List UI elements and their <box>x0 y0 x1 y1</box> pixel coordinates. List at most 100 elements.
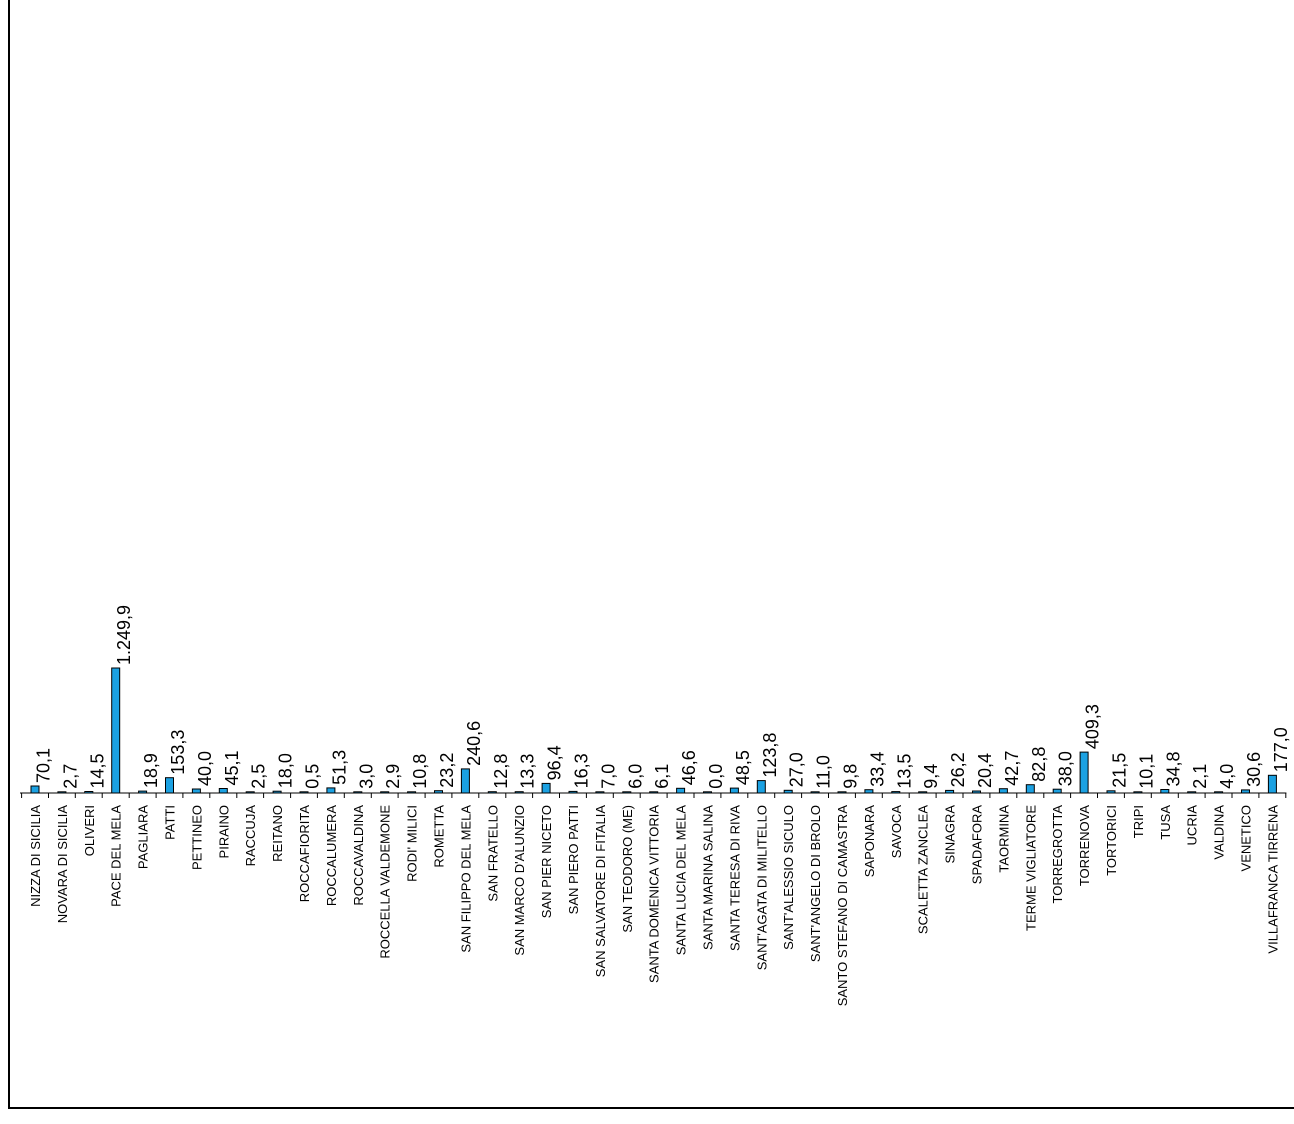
category-label: TRIPI <box>1131 805 1146 838</box>
value-label: 1.249,9 <box>114 605 134 665</box>
bars-group <box>20 667 1287 798</box>
category-label: SANT'ALESSIO SICULO <box>781 805 796 950</box>
category-label: SAN PIER NICETO <box>539 805 554 918</box>
bar <box>1052 788 1062 794</box>
bar <box>1267 774 1277 794</box>
value-label: 2,5 <box>249 764 269 789</box>
value-label: 48,5 <box>733 750 753 785</box>
value-label: 10,1 <box>1136 754 1156 789</box>
category-label: SAN SALVATORE DI FITALIA <box>593 805 608 978</box>
category-label: TAORMINA <box>996 805 1011 873</box>
category-label: PAGLIARA <box>136 805 151 869</box>
value-label: 240,6 <box>464 721 484 766</box>
value-label: 51,3 <box>329 750 349 785</box>
value-label: 23,2 <box>437 753 457 788</box>
category-label: SANTA TERESA DI RIVA <box>727 805 742 951</box>
category-label: SAN FILIPPO DEL MELA <box>458 805 473 953</box>
value-label: 14,5 <box>87 753 107 788</box>
category-label: VILLAFRANCA TIRRENA <box>1265 805 1280 954</box>
value-label: 2,1 <box>1190 764 1210 789</box>
value-labels-group: 70,1 2,7 14,5 1.249,9 18,9 153,3 40,0 45,1 2,5 18… <box>34 605 1291 789</box>
bar <box>1079 751 1089 794</box>
category-label: SPADAFORA <box>970 805 985 885</box>
category-label: SANT'ANGELO DI BROLO <box>808 805 823 962</box>
bar <box>460 768 470 794</box>
category-label: SINAGRA <box>943 805 958 864</box>
category-label: SANTA DOMENICA VITTORIA <box>647 805 662 983</box>
value-label: 21,5 <box>1110 753 1130 788</box>
category-label: SCALETTA ZANCLEA <box>916 805 931 934</box>
category-label: ROCCALUMERA <box>324 805 339 906</box>
value-label: 6,1 <box>652 764 672 789</box>
value-label: 177,0 <box>1271 727 1291 772</box>
category-label: TORRENOVA <box>1077 805 1092 886</box>
category-label: SAN MARCO D'ALUNZIO <box>512 805 527 956</box>
value-label: 38,0 <box>1056 751 1076 786</box>
bar <box>30 785 40 794</box>
value-label: 13,5 <box>894 754 914 789</box>
category-label: SAVOCA <box>889 805 904 859</box>
value-label: 40,0 <box>195 751 215 786</box>
category-label: REITANO <box>270 805 285 862</box>
bar <box>191 788 201 794</box>
value-label: 10,8 <box>410 754 430 789</box>
value-label: 2,9 <box>383 764 403 789</box>
value-label: 4,0 <box>1217 764 1237 789</box>
bar <box>998 788 1008 794</box>
category-label: OLIVERI <box>82 805 97 856</box>
value-label: 18,9 <box>141 753 161 788</box>
bar <box>165 777 174 794</box>
value-label: 82,8 <box>1029 747 1049 782</box>
value-label: 2,7 <box>60 764 80 789</box>
value-label: 11,0 <box>814 755 834 789</box>
value-label: 13,3 <box>518 754 538 789</box>
value-label: 30,6 <box>1244 752 1264 787</box>
category-label: SANTA LUCIA DEL MELA <box>674 805 689 956</box>
bar <box>541 782 551 794</box>
category-label: TERME VIGLIATORE <box>1023 805 1038 931</box>
value-label: 26,2 <box>948 752 968 787</box>
category-label: NIZZA DI SICILIA <box>28 805 43 907</box>
value-label: 409,3 <box>1083 704 1103 749</box>
category-label: PETTINEO <box>189 805 204 870</box>
category-label: TORTORICI <box>1104 805 1119 876</box>
category-label: PIRAINO <box>216 805 231 858</box>
category-label: UCRIA <box>1185 805 1200 846</box>
value-label: 16,3 <box>572 753 592 788</box>
value-label: 153,3 <box>168 730 188 775</box>
value-label: 33,4 <box>867 752 887 787</box>
bar <box>218 788 228 794</box>
category-label: SAPONARA <box>862 805 877 878</box>
value-label: 34,8 <box>1163 751 1183 786</box>
category-label: RODI' MILICI <box>405 805 420 882</box>
value-label: 6,0 <box>625 764 645 789</box>
value-label: 12,8 <box>491 754 511 789</box>
category-label: SAN FRATELLO <box>485 805 500 902</box>
value-label: 27,0 <box>787 752 807 787</box>
category-label: VALDINA <box>1212 805 1227 860</box>
category-labels-group: NIZZA DI SICILIA NOVARA DI SICILIA OLIVERI… <box>28 805 1280 1007</box>
category-label: VENETICO <box>1239 805 1254 871</box>
value-label: 46,6 <box>679 750 699 785</box>
category-label: SAN TEODORO (ME) <box>620 805 635 933</box>
category-label: ROCCELLA VALDEMONE <box>378 805 393 959</box>
bar <box>756 780 766 794</box>
category-label: TUSA <box>1158 805 1173 840</box>
category-label: PATTI <box>163 805 178 840</box>
value-label: 7,0 <box>598 764 618 789</box>
category-label: TORREGROTTA <box>1050 805 1065 904</box>
value-label: 96,4 <box>545 745 565 780</box>
value-label: 42,7 <box>1002 751 1022 786</box>
value-label: 0,5 <box>303 764 323 789</box>
category-label: ROCCAVALDINA <box>351 805 366 906</box>
category-label: ROMETTA <box>432 805 447 868</box>
bar <box>676 787 686 794</box>
chart-frame <box>8 0 1294 1109</box>
category-label: SAN PIERO PATTI <box>566 805 581 914</box>
value-label: 9,8 <box>841 764 861 789</box>
category-label: SANTA MARINA SALINA <box>701 805 716 950</box>
bar <box>1160 789 1170 794</box>
value-label: 18,0 <box>276 753 296 788</box>
category-label: PACE DEL MELA <box>109 805 124 907</box>
